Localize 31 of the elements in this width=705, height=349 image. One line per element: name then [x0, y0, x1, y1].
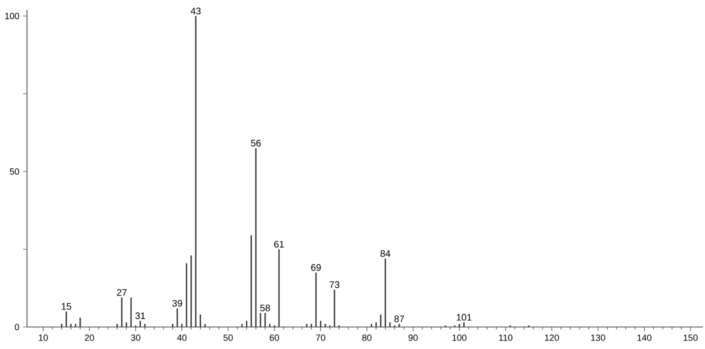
- y-tick-label: 100: [5, 12, 20, 20]
- annotation: 69: [311, 264, 321, 271]
- annotation: 84: [380, 250, 390, 257]
- x-tick-label: 30: [131, 334, 140, 341]
- x-tick-label: 100: [452, 334, 466, 341]
- x-tick-label: 70: [316, 334, 326, 341]
- x-tick-label: 80: [362, 334, 372, 341]
- x-tick-label: 90: [408, 334, 418, 341]
- x-tick-label: 120: [545, 334, 559, 341]
- annotation: 73: [330, 281, 340, 288]
- x-tick-label: 40: [177, 334, 187, 341]
- annotation: 61: [274, 240, 284, 248]
- y-tick-label: 50: [10, 168, 20, 175]
- x-tick-label: 50: [224, 334, 233, 341]
- annotation: 31: [135, 312, 146, 320]
- x-tick-label: 20: [84, 334, 94, 341]
- x-tick-label: 10: [38, 334, 48, 341]
- x-tick-label: 110: [499, 334, 512, 341]
- x-tick-label: 60: [270, 334, 280, 341]
- x-tick-label: 150: [684, 334, 698, 341]
- annotation: 101: [456, 314, 472, 321]
- annotation: 58: [260, 304, 270, 312]
- annotation: 27: [116, 289, 127, 296]
- x-tick-label: 130: [591, 334, 606, 341]
- annotation: 39: [172, 300, 182, 307]
- annotation: 43: [190, 8, 201, 14]
- annotation: 56: [250, 140, 261, 146]
- annotation: 87: [394, 315, 404, 322]
- x-tick-label: 140: [637, 334, 652, 341]
- y-tick-label: 0: [14, 324, 20, 330]
- annotation: 15: [62, 303, 72, 310]
